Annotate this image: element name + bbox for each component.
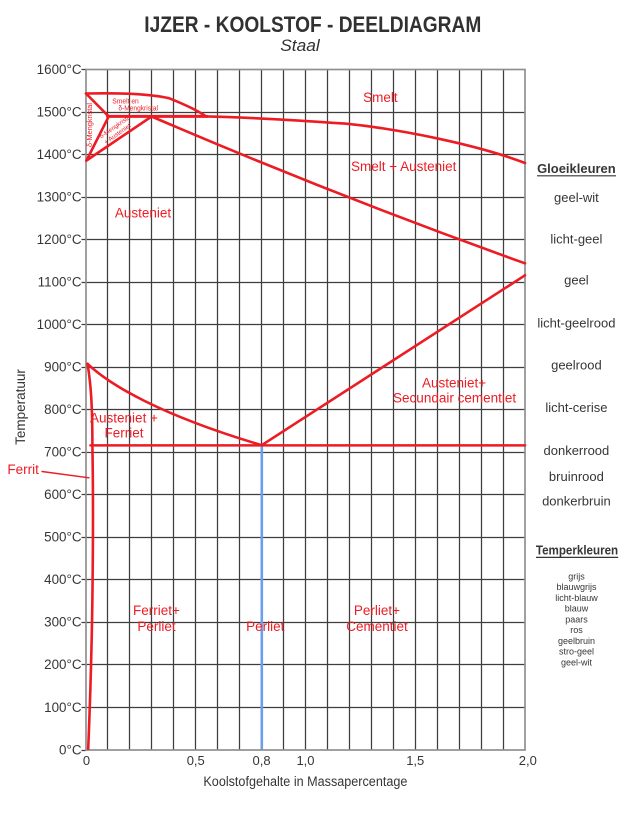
svg-text:Cementiet: Cementiet (346, 619, 408, 634)
svg-text:Temperatuur: Temperatuur (13, 369, 28, 445)
svg-text:geel: geel (564, 272, 589, 287)
svg-text:Ferriet: Ferriet (104, 425, 143, 440)
svg-text:Smelt en: Smelt en (112, 99, 139, 106)
svg-text:900°C: 900°C (44, 360, 82, 375)
svg-text:Austeniet+: Austeniet+ (422, 376, 486, 391)
svg-text:400°C: 400°C (44, 572, 82, 587)
svg-text:stro-geel: stro-geel (559, 647, 594, 657)
svg-text:0,8: 0,8 (253, 753, 271, 768)
svg-text:bruinrood: bruinrood (549, 469, 604, 484)
svg-text:1,5: 1,5 (406, 753, 424, 768)
svg-text:paars: paars (565, 614, 588, 624)
svg-text:Gloeikleuren: Gloeikleuren (537, 161, 616, 176)
svg-text:geelbruin: geelbruin (558, 636, 595, 646)
svg-text:Ferrit: Ferrit (7, 462, 39, 477)
svg-text:Perliet: Perliet (137, 619, 176, 634)
svg-text:0,5: 0,5 (187, 753, 205, 768)
svg-text:600°C: 600°C (44, 487, 82, 502)
svg-text:grijs: grijs (568, 571, 585, 581)
svg-text:500°C: 500°C (44, 530, 82, 545)
svg-text:Perliet+: Perliet+ (354, 603, 400, 618)
svg-text:donkerrood: donkerrood (544, 443, 610, 458)
svg-text:Secundair cementiet: Secundair cementiet (393, 390, 516, 405)
svg-text:δ-Mengkristal: δ-Mengkristal (118, 105, 158, 112)
svg-text:δ-Mengkristal: δ-Mengkristal (87, 103, 94, 147)
svg-text:1400°C: 1400°C (37, 147, 82, 162)
svg-text:blauwgrijs: blauwgrijs (556, 582, 597, 592)
svg-text:1100°C: 1100°C (38, 274, 82, 289)
svg-text:IJZER - KOOLSTOF - DEELDIAGRAM: IJZER - KOOLSTOF - DEELDIAGRAM (144, 12, 481, 37)
svg-text:700°C: 700°C (44, 445, 82, 460)
svg-text:Smelt: Smelt (363, 90, 398, 105)
svg-text:1600°C: 1600°C (37, 62, 82, 77)
svg-text:Perliet: Perliet (246, 619, 285, 634)
svg-text:licht-cerise: licht-cerise (545, 400, 607, 415)
svg-text:0: 0 (83, 753, 90, 768)
svg-text:100°C: 100°C (44, 700, 82, 715)
svg-text:Austeniet: Austeniet (115, 206, 172, 221)
svg-text:300°C: 300°C (44, 615, 82, 630)
svg-text:Temperkleuren: Temperkleuren (536, 543, 618, 558)
svg-text:1,0: 1,0 (296, 753, 314, 768)
svg-text:geel-wit: geel-wit (554, 190, 599, 205)
svg-text:1000°C: 1000°C (37, 317, 82, 332)
svg-text:Staal: Staal (280, 36, 321, 55)
svg-text:Ferriet+: Ferriet+ (133, 603, 180, 618)
svg-text:geelrood: geelrood (551, 357, 602, 372)
svg-text:1500°C: 1500°C (37, 104, 82, 119)
svg-text:1300°C: 1300°C (37, 189, 82, 204)
svg-text:1200°C: 1200°C (37, 232, 82, 247)
svg-text:licht-blauw: licht-blauw (555, 593, 598, 603)
svg-text:donkerbruin: donkerbruin (542, 494, 611, 509)
svg-text:blauw: blauw (565, 604, 589, 614)
svg-text:0°C: 0°C (59, 742, 82, 757)
svg-text:Koolstofgehalte in Massapercen: Koolstofgehalte in Massapercentage (203, 774, 407, 789)
svg-text:ros: ros (570, 625, 583, 635)
svg-text:licht-geelrood: licht-geelrood (537, 316, 615, 331)
svg-text:800°C: 800°C (44, 402, 82, 417)
svg-text:Austeniet +: Austeniet + (90, 411, 158, 426)
svg-text:200°C: 200°C (44, 657, 82, 672)
svg-text:2,0: 2,0 (519, 753, 537, 768)
svg-text:Smelt + Austeniet: Smelt + Austeniet (351, 159, 457, 174)
svg-text:licht-geel: licht-geel (550, 232, 602, 247)
svg-text:geel-wit: geel-wit (561, 657, 593, 667)
